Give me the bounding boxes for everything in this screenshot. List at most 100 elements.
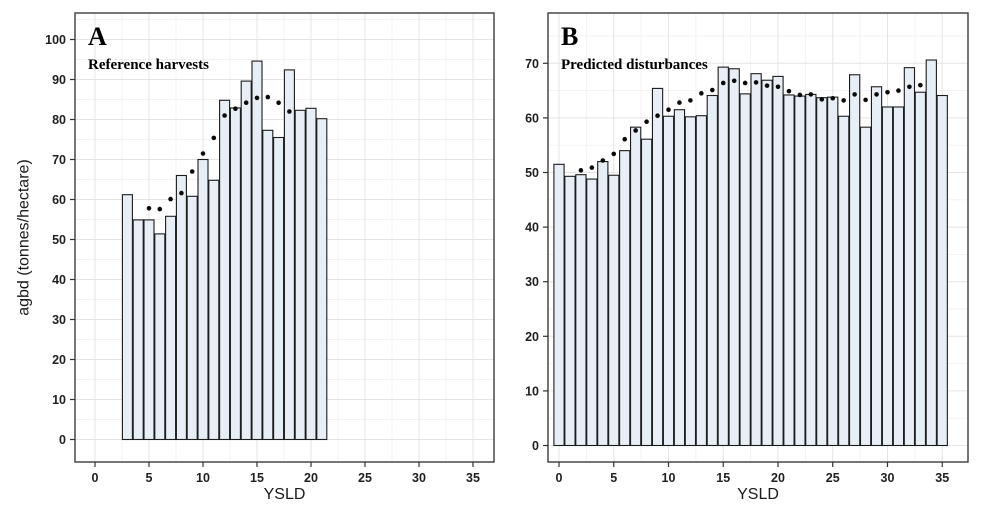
y-tick-label: 60 — [525, 111, 539, 125]
bar — [608, 174, 620, 447]
panel-border — [74, 12, 495, 463]
x-tick-label: 5 — [610, 471, 617, 485]
bar — [165, 215, 177, 441]
x-tick-label: 20 — [771, 471, 785, 485]
bar — [772, 75, 784, 447]
panel-a: 0 5 10 15 20 25 30 35 0 10 20 30 40 50 60 70 80 90 100 — [45, 12, 495, 485]
trend-dot — [885, 89, 890, 95]
trend-dot — [622, 136, 627, 142]
trend-dot — [265, 94, 271, 100]
bar — [684, 116, 697, 447]
bar — [586, 178, 598, 447]
trend-dot — [633, 128, 638, 133]
bar — [706, 94, 718, 447]
bar — [914, 91, 926, 447]
x-tick-label: 25 — [358, 471, 372, 485]
bar — [597, 161, 609, 447]
panel-border — [547, 12, 969, 463]
x-tick-label: 10 — [196, 471, 210, 485]
panel-b-title: Predicted disturbances — [561, 57, 708, 73]
bar — [564, 175, 576, 447]
trend-dot — [287, 109, 292, 114]
bar — [132, 219, 144, 441]
y-tick-label: 40 — [525, 221, 539, 235]
bar — [695, 115, 707, 447]
y-tick-label: 20 — [525, 330, 539, 344]
x-tick-label: 30 — [881, 471, 895, 485]
bar — [305, 107, 317, 441]
panel-a-title: Reference harvests — [88, 57, 209, 73]
bar — [240, 80, 252, 441]
panel-b-letter: B — [561, 22, 579, 51]
y-tick-label: 80 — [52, 113, 66, 127]
bar — [892, 106, 905, 447]
y-tick-label: 90 — [52, 73, 66, 87]
trend-dot — [243, 100, 249, 105]
trend-dot — [852, 92, 857, 97]
panel-b: 0 5 10 15 20 25 30 35 0 10 20 30 40 50 60 70 — [525, 12, 969, 485]
bar — [794, 95, 806, 447]
trend-dot — [677, 100, 682, 105]
trend-dot — [808, 92, 814, 97]
x-tick-label: 20 — [304, 471, 318, 485]
y-tick-label: 10 — [525, 384, 539, 398]
y-tick-label: 20 — [52, 353, 66, 367]
trend-dot — [611, 151, 617, 157]
trend-dot — [753, 80, 759, 85]
bar — [651, 87, 664, 447]
trend-dot — [699, 91, 704, 96]
trend-dot — [157, 206, 163, 212]
bar — [630, 126, 642, 447]
trend-dot — [819, 97, 825, 102]
trend-dot — [907, 84, 912, 90]
bar — [903, 67, 916, 447]
bar — [219, 99, 231, 441]
bar — [619, 150, 631, 447]
bar — [154, 233, 166, 441]
bar — [838, 115, 850, 447]
y-tick-label: 0 — [532, 439, 539, 453]
y-tick-label: 0 — [59, 433, 66, 447]
bar — [870, 86, 883, 447]
trend-dot — [896, 88, 901, 93]
trend-dot — [179, 190, 184, 196]
trend-dot — [578, 168, 584, 173]
trend-dot — [200, 151, 206, 156]
y-tick-label: 10 — [52, 393, 66, 407]
bar — [881, 106, 894, 447]
y-tick-label: 100 — [45, 33, 66, 47]
trend-dot — [589, 165, 595, 170]
bar — [575, 174, 587, 447]
y-tick-label: 30 — [52, 313, 66, 327]
x-tick-label: 35 — [935, 471, 949, 485]
trend-dot — [666, 107, 671, 113]
bar — [662, 115, 675, 447]
bar — [251, 60, 263, 441]
bar — [316, 118, 328, 441]
trend-dot — [644, 119, 649, 125]
bar — [186, 195, 198, 441]
trend-dot — [775, 84, 781, 90]
bar — [273, 136, 285, 441]
x-tick-label: 35 — [466, 471, 480, 485]
trend-dot — [918, 82, 923, 88]
bar — [283, 69, 295, 441]
trend-dot — [189, 169, 195, 174]
bar — [936, 94, 948, 447]
trend-dot — [830, 95, 836, 101]
bar — [197, 158, 209, 441]
bar — [121, 194, 133, 441]
trend-dot — [786, 88, 792, 94]
bar — [229, 107, 241, 441]
bar — [262, 129, 274, 441]
bar — [673, 109, 686, 447]
trend-dot — [276, 100, 281, 105]
trend-dot — [720, 80, 726, 86]
trend-dot — [797, 92, 803, 98]
bar — [783, 94, 795, 447]
trend-dot — [655, 113, 660, 119]
y-tick-label: 70 — [525, 57, 539, 71]
trend-dot — [742, 80, 748, 86]
